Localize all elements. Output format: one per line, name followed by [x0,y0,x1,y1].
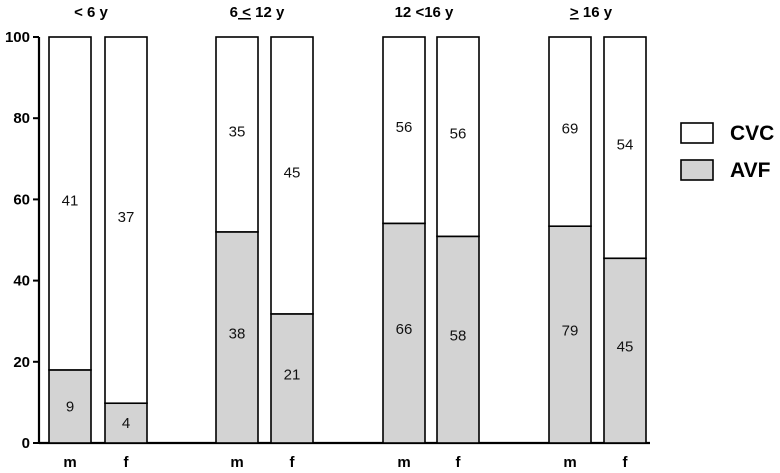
group-label-part: < [238,4,251,21]
group-label-part: y [272,4,285,21]
x-tick-label: f [456,454,462,471]
y-tick-label: 0 [22,435,30,452]
group-label: < 6 y [74,4,108,21]
bar-value-label-avf: 58 [450,328,467,345]
bar-segment-avf [48,369,92,444]
legend-label-avf: AVF [730,159,771,182]
bar-segment-cvc [270,36,314,315]
x-tick-label: m [397,454,410,471]
group-label-part: < 6 y [74,4,108,21]
bar-segment-avf [382,222,426,444]
group-label-part: 6 [230,4,238,21]
group-label-part: 16 y [579,4,613,21]
bar-value-label-avf: 9 [66,398,74,415]
bar-segment-cvc [382,36,426,225]
bar-value-label-avf: 4 [122,415,130,432]
bar-segment-cvc [603,36,647,260]
bars [48,36,647,444]
bar-value-label-avf: 79 [562,323,579,340]
bar-segment-cvc [436,36,480,238]
bar-segment-cvc [215,36,259,233]
bar-value-labels: 9 41 4 37 38 35 21 45 66 56 58 56 79 69 45 54 [62,119,634,432]
bar-value-label-avf: 45 [617,339,634,356]
bar-segment-cvc [48,36,92,371]
group-label: > 16 y [570,4,613,21]
x-tick-label: f [124,454,130,471]
bar-value-label-cvc: 37 [118,209,135,226]
bar-value-label-cvc: 69 [562,121,579,138]
y-tick-label: 40 [13,273,30,290]
bar-value-label-cvc: 56 [396,119,413,136]
legend-swatch-avf [680,159,714,181]
legend-label-cvc: CVC [730,122,774,145]
y-tick-label: 80 [13,110,30,127]
bar-segment-avf [270,313,314,444]
bar-segment-avf [603,257,647,444]
legend-swatch-cvc [680,122,714,144]
bar-value-label-cvc: 56 [450,126,467,143]
group-label: 12 <16 y [395,4,454,21]
y-tick-label: 100 [5,29,30,46]
bar-value-label-cvc: 54 [617,137,634,154]
bar-segment-cvc [548,36,592,227]
x-tick-label: f [623,454,629,471]
bar-value-label-avf: 66 [396,321,413,338]
x-tick-label: m [230,454,243,471]
bar-value-label-cvc: 41 [62,192,79,209]
group-label-part: > [570,4,579,21]
group-label-part: 12 [251,4,272,21]
bar-value-label-cvc: 35 [229,123,246,140]
legend: CVC AVF [680,122,774,182]
bar-value-label-avf: 21 [284,366,301,383]
bar-segment-avf [104,402,148,444]
x-tick-label: f [290,454,296,471]
group-label: 6 < 12 y [230,4,285,21]
bar-segment-avf [436,235,480,444]
y-tick-label: 60 [13,191,30,208]
bar-segment-cvc [104,36,148,405]
x-tick-label: m [63,454,76,471]
group-label-part: <16 y [411,4,454,21]
bar-value-label-avf: 38 [229,325,246,342]
y-tick-label: 20 [13,354,30,371]
group-label-part: 12 [395,4,412,21]
bar-value-label-cvc: 45 [284,164,301,181]
x-tick-label: m [563,454,576,471]
